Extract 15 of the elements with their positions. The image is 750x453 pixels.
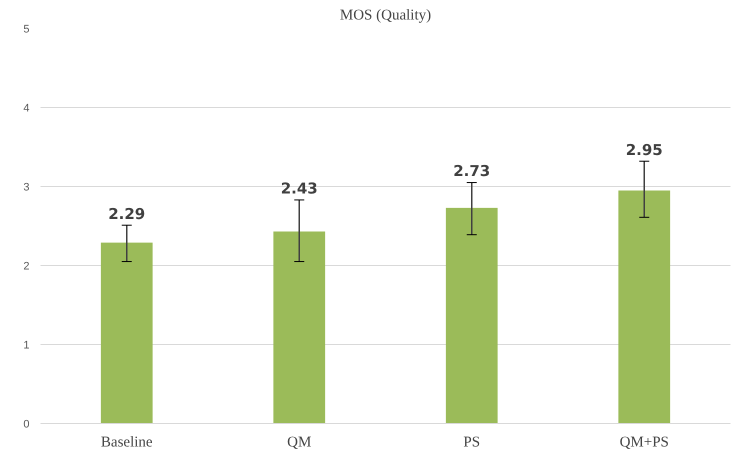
- y-tick-label: 0: [23, 418, 30, 430]
- y-tick-label: 2: [23, 260, 30, 272]
- data-label: 2.43: [280, 180, 318, 198]
- data-label: 2.29: [108, 204, 146, 223]
- data-label: 2.95: [626, 140, 663, 159]
- y-tick-label: 4: [23, 102, 30, 114]
- x-tick-label: QM+PS: [620, 434, 669, 450]
- y-tick-label: 3: [23, 182, 30, 194]
- chart-title: MOS (Quality): [340, 8, 432, 24]
- x-tick-label: QM: [287, 434, 312, 450]
- x-tick-label: Baseline: [100, 434, 153, 450]
- data-label: 2.73: [453, 162, 490, 180]
- y-tick-label: 5: [23, 24, 30, 36]
- x-tick-label: PS: [463, 434, 480, 450]
- y-tick-label: 1: [23, 340, 30, 352]
